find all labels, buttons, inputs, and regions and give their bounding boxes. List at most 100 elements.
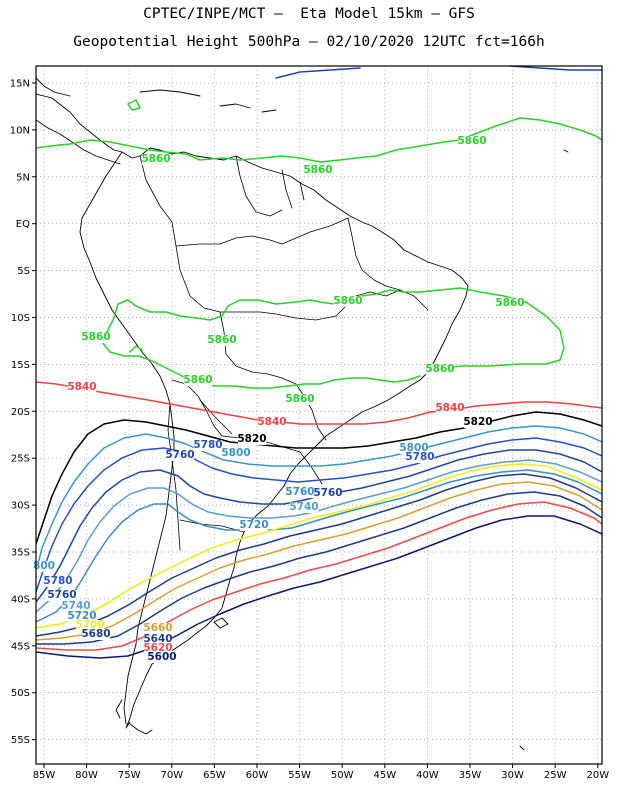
contour-label: 5600	[147, 651, 176, 663]
contour-label-bg	[333, 296, 363, 307]
contour-label: 5860	[141, 153, 170, 165]
contour-label-bg	[143, 634, 173, 645]
contour-label: 5860	[457, 135, 486, 147]
map-frame	[35, 65, 603, 765]
contour-5820	[36, 411, 602, 545]
contour-label-bg	[33, 561, 55, 572]
contour-label: 800	[33, 560, 55, 572]
lon-tick-label: 20W	[586, 770, 609, 781]
contour-label-bg	[285, 487, 315, 498]
contour-label: 5780	[193, 439, 222, 451]
lat-tick-label: 10N	[10, 125, 30, 136]
contour-5640	[36, 491, 602, 645]
contour-label-bg	[257, 417, 287, 428]
lat-tick-label: 10S	[11, 313, 30, 324]
contour-5780	[36, 437, 602, 593]
lon-tick-label: 70W	[160, 770, 183, 781]
contour-label: 5860	[495, 297, 524, 309]
lon-tick-label: 85W	[33, 770, 56, 781]
contour-label: 5820	[463, 416, 492, 428]
title-line-2: Geopotential Height 500hPa – 02/10/2020 …	[73, 34, 545, 50]
contour-label-bg	[67, 382, 97, 393]
contour-label: 5860	[425, 363, 454, 375]
map-background	[36, 66, 602, 764]
contour-label-bg	[237, 434, 267, 445]
contour-label: 5760	[47, 589, 76, 601]
title-line-1: CPTEC/INPE/MCT – Eta Model 15km – GFS	[143, 6, 475, 22]
contour-label-bg	[143, 643, 173, 654]
contour-label: 5860	[303, 164, 332, 176]
contour-label: 5860	[207, 334, 236, 346]
contour-label-bg	[399, 443, 429, 454]
contour-label: 5760	[165, 449, 194, 461]
contour-5620	[36, 501, 602, 651]
contour-5700	[36, 463, 602, 629]
lon-tick-label: 55W	[288, 770, 311, 781]
lat-tick-label: 25S	[11, 454, 30, 465]
contour-label-bg	[143, 623, 173, 634]
contour-5840	[36, 381, 602, 425]
lat-tick-label: 45S	[11, 641, 30, 652]
coastlines	[36, 77, 569, 751]
lon-tick-label: 75W	[118, 770, 141, 781]
contour-5860	[36, 99, 602, 389]
contour-label: 5860	[81, 331, 110, 343]
lat-tick-label: 30S	[11, 501, 30, 512]
contour-label-bg	[67, 611, 97, 622]
contour-5680	[36, 473, 602, 637]
lat-tick-label: 20S	[11, 407, 30, 418]
contour-label: 5840	[435, 402, 464, 414]
lon-tick-label: 65W	[203, 770, 226, 781]
contour-label: 5760	[313, 487, 342, 499]
contour-label-bg	[81, 332, 111, 343]
contour-labels: 5860 5860 5860 5860 5860 5860 5860 5860 5860 5860…	[33, 135, 525, 663]
contour-label-bg	[435, 403, 465, 414]
contour-5740	[36, 459, 602, 613]
lon-tick-label: 30W	[501, 770, 524, 781]
contour-label-bg	[141, 154, 171, 165]
contour-label: 5740	[289, 501, 318, 513]
lat-tick-label: EQ	[16, 219, 30, 230]
contour-label: 5620	[143, 642, 172, 654]
contour-label: 5800	[221, 447, 250, 459]
contour-label: 5720	[239, 519, 268, 531]
contour-label-bg	[61, 601, 91, 612]
contour-5760	[36, 449, 602, 603]
contour-label-bg	[81, 629, 111, 640]
lon-tick-label: 80W	[75, 770, 98, 781]
contour-label-bg	[47, 590, 77, 601]
lat-tick-label: 35S	[11, 548, 30, 559]
contour-label-bg	[285, 394, 315, 405]
lon-tick-label: 50W	[331, 770, 354, 781]
lat-tick-label: 55S	[11, 735, 30, 746]
contour-label: 5780	[43, 575, 72, 587]
contour-label: 5760	[285, 486, 314, 498]
lat-tick-label: 40S	[11, 594, 30, 605]
contour-label-bg	[43, 576, 73, 587]
contour-label-bg	[405, 452, 435, 463]
contour-label-bg	[207, 335, 237, 346]
contour-label-bg	[495, 298, 525, 309]
contour-label: 5720	[67, 610, 96, 622]
contour-label: 5860	[183, 374, 212, 386]
lat-tick-label: 15S	[11, 360, 30, 371]
lon-tick-label: 45W	[373, 770, 396, 781]
contour-label: 5780	[405, 451, 434, 463]
contour-label-bg	[425, 364, 455, 375]
contour-label: 5840	[257, 416, 286, 428]
contour-label-bg	[457, 136, 487, 147]
contour-label-bg	[193, 440, 223, 451]
contour-label: 5740	[61, 600, 90, 612]
contour-label: 5840	[67, 381, 96, 393]
axis-ticks: 15N 10N 5N EQ 5S 10S 15S 20S 25S 30S 35S 40S 45S 50S 5…	[10, 79, 609, 782]
contour-label-bg	[303, 165, 333, 176]
lon-tick-label: 40W	[416, 770, 439, 781]
contour-label: 5860	[285, 393, 314, 405]
contour-label: 5800	[399, 442, 428, 454]
lat-tick-label: 5N	[16, 172, 30, 183]
contour-label-bg	[165, 450, 195, 461]
contour-label-bg	[183, 375, 213, 386]
lat-tick-label: 50S	[11, 688, 30, 699]
contour-label-bg	[75, 620, 105, 631]
